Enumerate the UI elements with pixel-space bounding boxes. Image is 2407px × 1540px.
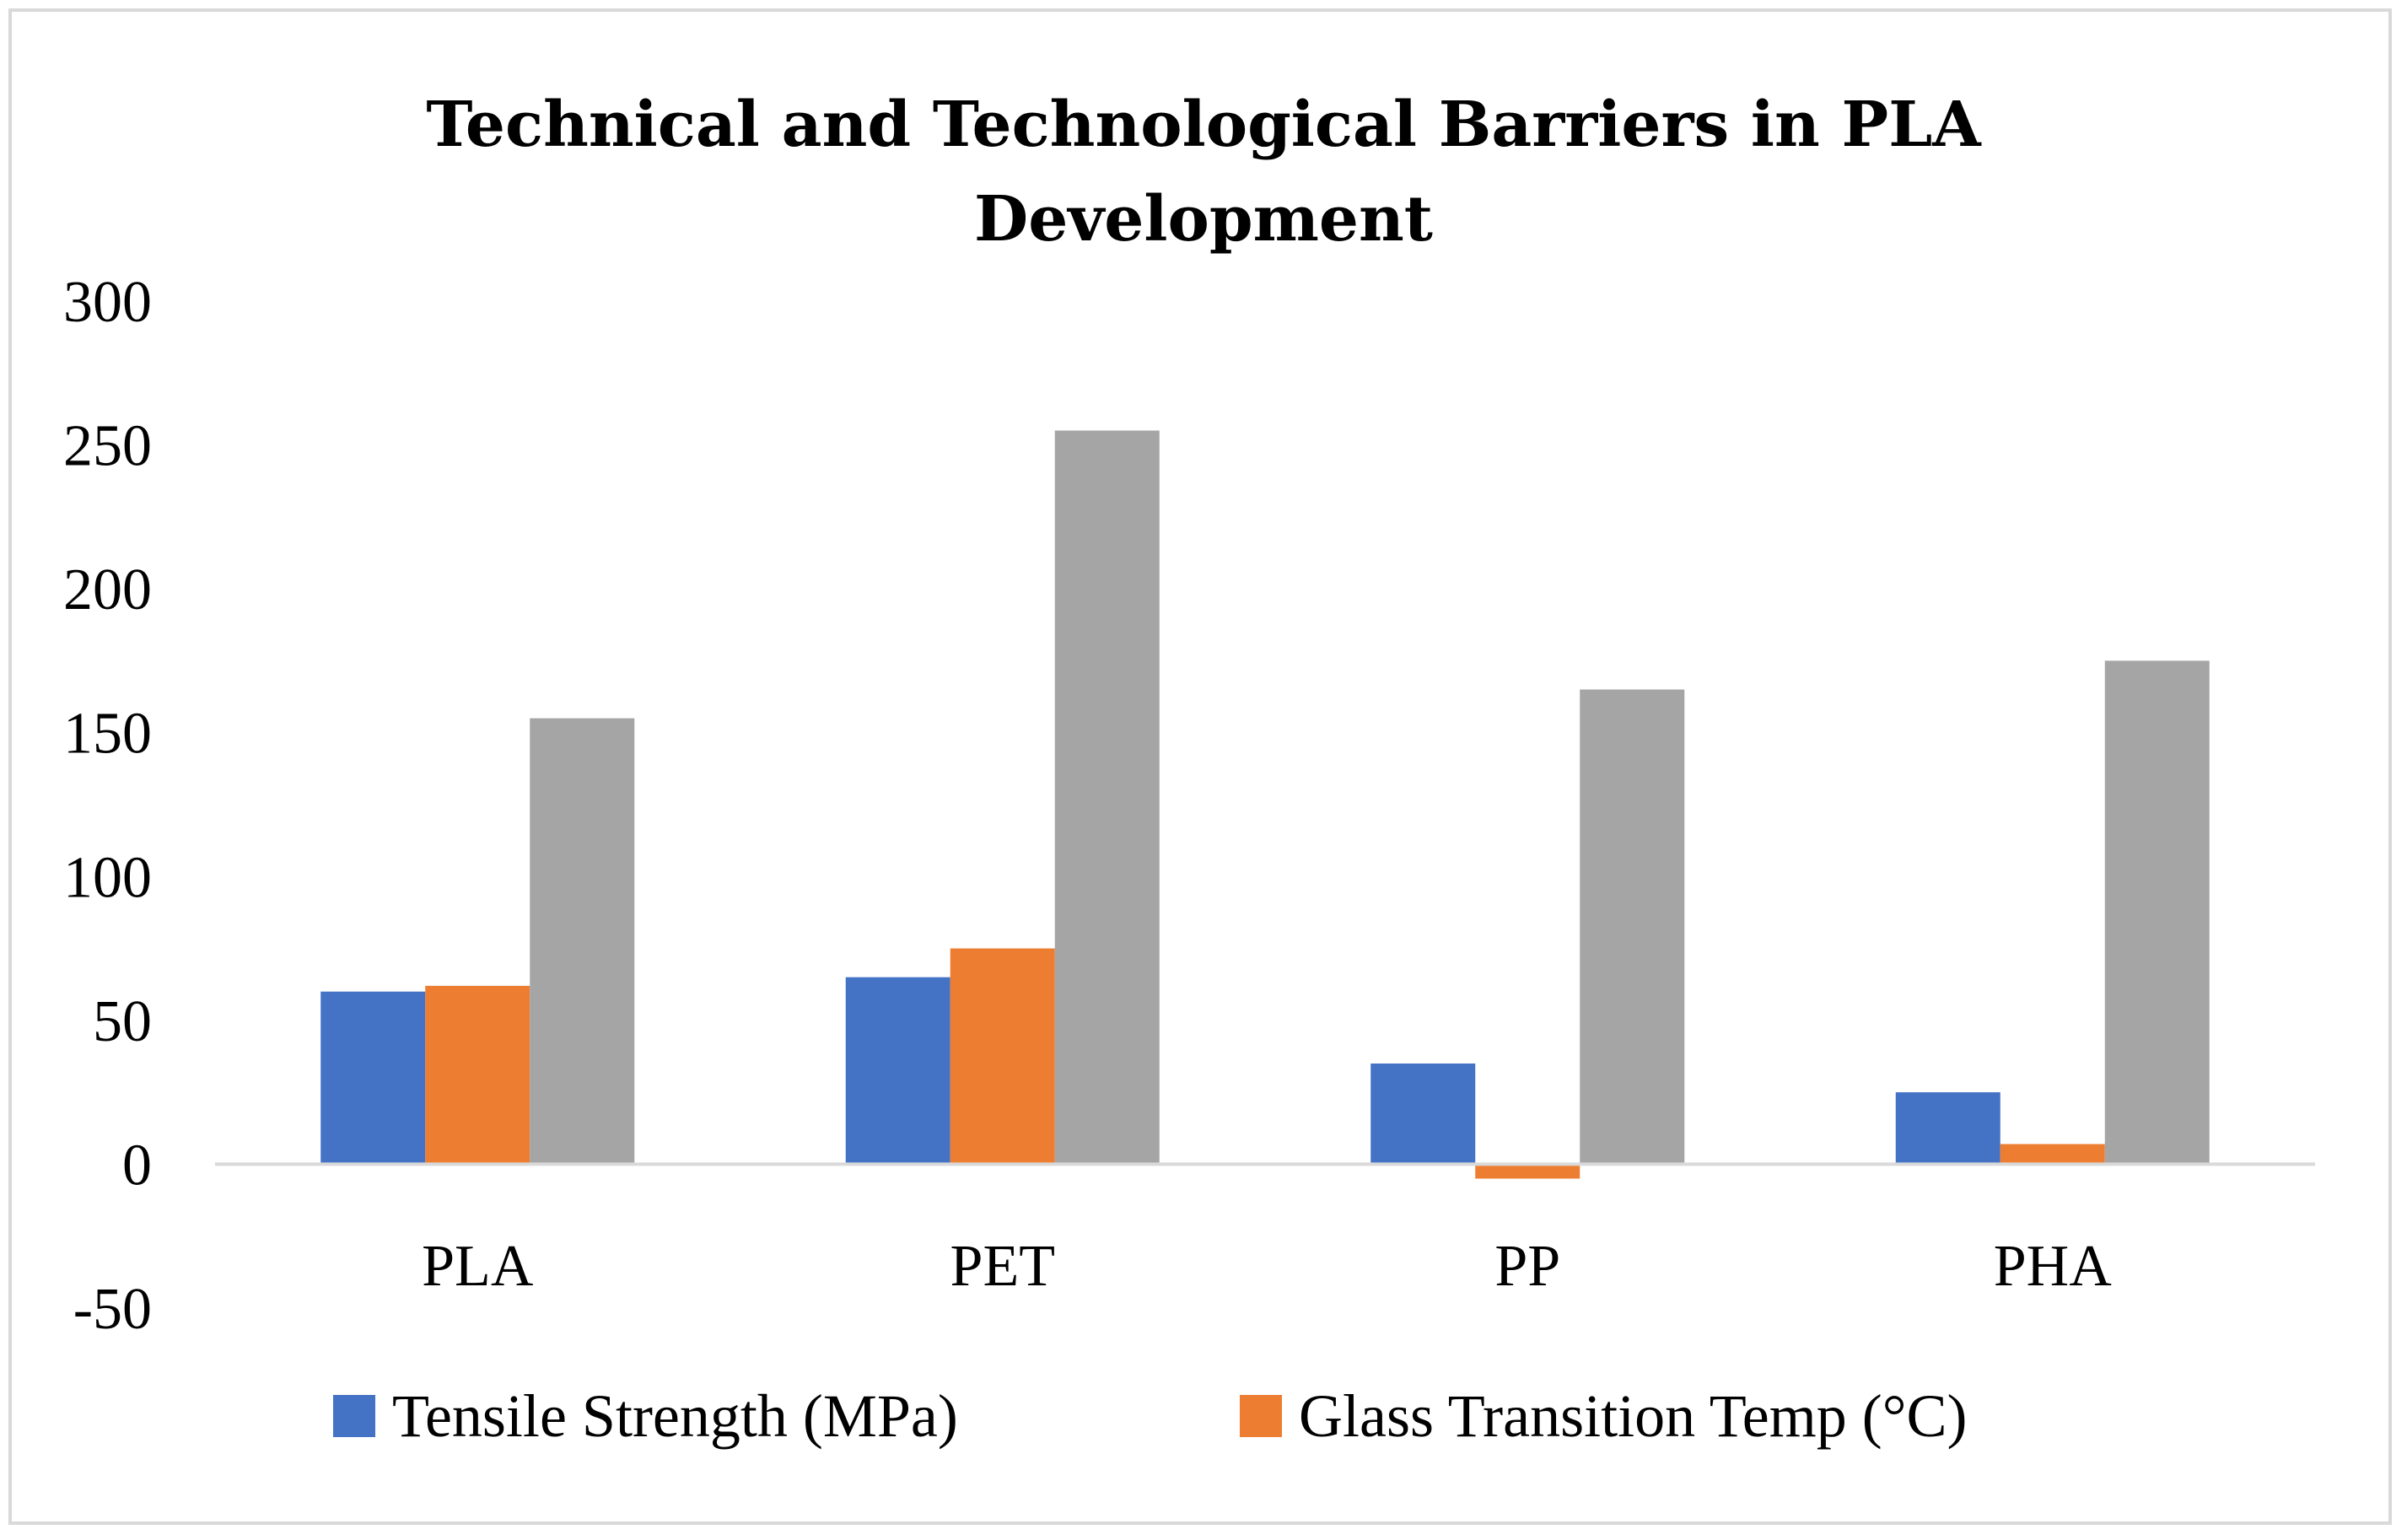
bar-series-3-pla bbox=[530, 718, 635, 1165]
bar-series-1-pet bbox=[845, 977, 950, 1165]
y-tick-label: 0 bbox=[122, 1133, 152, 1198]
bar-series-3-pha bbox=[2104, 660, 2210, 1165]
chart-title-line-1: Technical and Technological Barriers in … bbox=[426, 89, 1981, 161]
legend-label-series-1: Tensile Strength (MPa) bbox=[392, 1382, 958, 1450]
bar-series-3-pet bbox=[1054, 430, 1160, 1165]
category-label-pp: PP bbox=[1494, 1234, 1560, 1299]
y-tick-label: -50 bbox=[73, 1277, 152, 1342]
y-tick-label: 250 bbox=[63, 414, 152, 479]
bar-series-2-pet bbox=[950, 948, 1055, 1165]
category-label-pla: PLA bbox=[422, 1234, 534, 1299]
y-tick-label: 200 bbox=[63, 557, 152, 622]
y-tick-label: 50 bbox=[93, 989, 152, 1054]
legend-label-series-2: Glass Transition Temp (°C) bbox=[1299, 1382, 1968, 1450]
chart-frame bbox=[8, 8, 2392, 1525]
category-label-pet: PET bbox=[950, 1234, 1055, 1299]
category-label-pha: PHA bbox=[1994, 1234, 2112, 1299]
bar-series-1-pha bbox=[1895, 1092, 2000, 1165]
bar-series-1-pla bbox=[320, 991, 426, 1165]
bar-series-2-pha bbox=[2000, 1144, 2105, 1165]
bar-series-3-pp bbox=[1580, 689, 1685, 1165]
bar-series-1-pp bbox=[1370, 1063, 1476, 1165]
legend-swatch-series-2 bbox=[1240, 1395, 1282, 1437]
bar-series-2-pla bbox=[425, 985, 530, 1165]
legend-swatch-series-1 bbox=[333, 1395, 375, 1437]
bar-series-2-pp bbox=[1475, 1164, 1580, 1179]
y-tick-label: 100 bbox=[63, 845, 152, 910]
y-tick-label: 300 bbox=[63, 270, 152, 335]
chart-title-line-2: Development bbox=[974, 183, 1433, 256]
y-tick-label: 150 bbox=[63, 702, 152, 767]
